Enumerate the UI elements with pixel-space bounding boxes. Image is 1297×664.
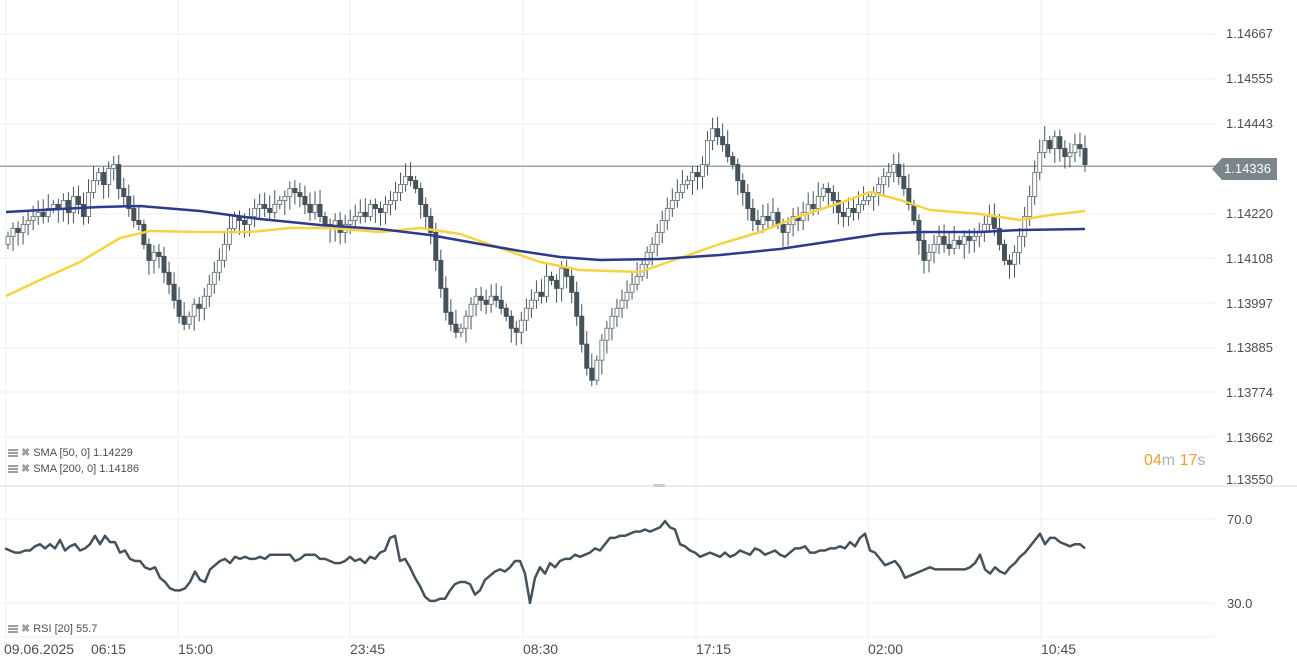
price-tick: 1.13997	[1226, 296, 1273, 311]
time-tick: 23:45	[350, 641, 386, 657]
time-tick: 15:00	[178, 641, 214, 657]
time-tick: 06:15	[91, 641, 127, 657]
rsi-tick-30: 30.0	[1227, 596, 1253, 611]
legend-rsi-label: RSI [20] 55.7	[33, 622, 98, 635]
close-icon[interactable]: ✖	[21, 623, 31, 635]
time-tick-date: 09.06.2025	[4, 641, 75, 657]
legend-sma200-label: SMA [200, 0] 1.14186	[33, 462, 140, 475]
last-price-tag: 1.14336	[1212, 158, 1277, 180]
price-tick: 1.14108	[1226, 251, 1273, 266]
time-tick: 08:30	[523, 641, 559, 657]
rsi-tick-70: 70.0	[1227, 512, 1253, 527]
countdown-minutes: 04	[1144, 452, 1162, 469]
legend-sma200: ✖ SMA [200, 0] 1.14186	[8, 462, 139, 475]
close-icon[interactable]: ✖	[21, 463, 31, 475]
legend-rsi: ✖ RSI [20] 55.7	[8, 622, 97, 635]
time-tick: 10:45	[1041, 641, 1077, 657]
countdown-min-unit: m	[1161, 452, 1176, 469]
candle-countdown: 04m 17s	[1144, 452, 1205, 470]
countdown-sec-unit: s	[1197, 452, 1206, 469]
price-tick: 1.13774	[1226, 385, 1273, 400]
legend-sma50: ✖ SMA [50, 0] 1.14229	[8, 446, 133, 459]
time-tick: 17:15	[696, 641, 732, 657]
price-tick: 1.13662	[1226, 430, 1273, 445]
time-tick: 02:00	[868, 641, 904, 657]
price-tick: 1.13885	[1226, 340, 1273, 355]
price-tick: 1.14667	[1226, 26, 1273, 41]
price-tick: 1.14443	[1226, 116, 1273, 131]
menu-icon[interactable]	[8, 464, 18, 473]
price-tick: 1.14220	[1226, 206, 1273, 221]
close-icon[interactable]: ✖	[21, 447, 31, 459]
legend-sma50-label: SMA [50, 0] 1.14229	[33, 446, 133, 459]
price-tick: 1.14555	[1226, 71, 1273, 86]
pane-resize-handle[interactable]	[653, 484, 665, 487]
menu-icon[interactable]	[8, 448, 18, 457]
menu-icon[interactable]	[8, 624, 18, 633]
price-tick: 1.13550	[1226, 472, 1273, 487]
countdown-seconds: 17	[1179, 452, 1198, 469]
